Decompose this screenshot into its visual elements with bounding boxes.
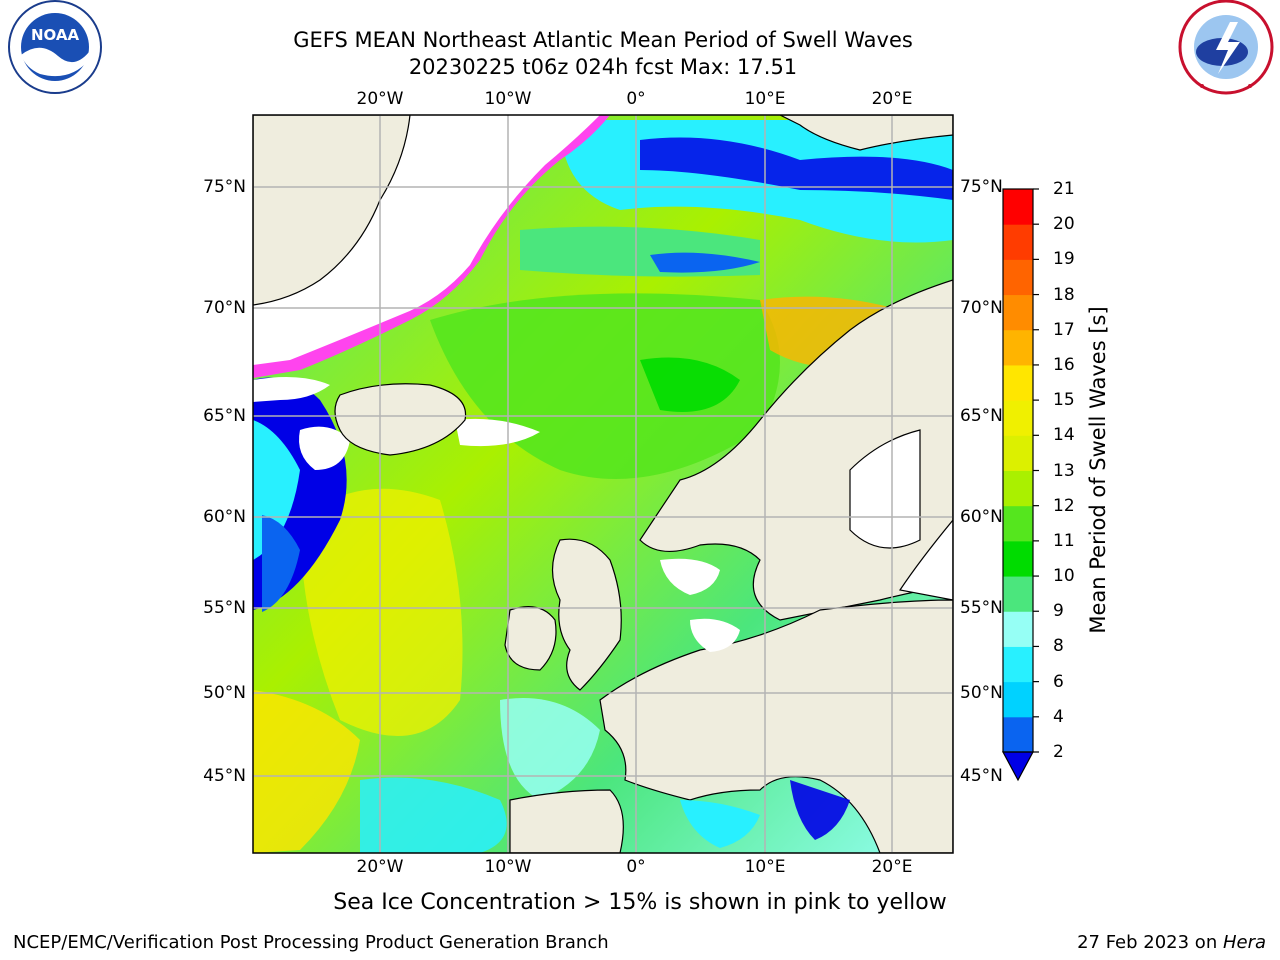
graticule [253, 115, 953, 853]
colorbar-tick-label: 12 [1053, 495, 1075, 516]
iberia-land [509, 789, 624, 853]
map-panel [253, 115, 953, 853]
colorbar-segment [1003, 576, 1033, 612]
colorbar-tick-label: 11 [1053, 530, 1075, 551]
colorbar-tick-label: 4 [1053, 706, 1064, 727]
footer-date: 27 Feb 2023 on Hera [1077, 932, 1266, 953]
colorbar-segment [1003, 189, 1033, 225]
colorbar [1001, 188, 1039, 782]
lat-label-left: 65°N [203, 406, 246, 426]
noaa-logo: NOAA [8, 0, 102, 94]
colorbar-segment [1003, 716, 1033, 753]
colorbar-tick-label: 6 [1053, 671, 1064, 692]
colorbar-segment [1003, 294, 1033, 331]
colorbar-tick-label: 2 [1053, 742, 1064, 762]
colorbar-tick-label: 19 [1053, 249, 1075, 270]
colorbar-tick-label: 16 [1053, 354, 1075, 375]
chart-subtitle: 20230225 t06z 024h fcst Max: 17.51 [408, 55, 798, 79]
lon-label-top: 0° [626, 89, 646, 109]
colorbar-tick-label: 9 [1053, 601, 1064, 622]
lat-label-right: 55°N [960, 598, 1003, 618]
lon-label-top: 20°E [871, 89, 913, 109]
colorbar-tick-label: 13 [1053, 460, 1075, 481]
lon-label-bottom: 0° [626, 857, 646, 877]
svalbard-land [779, 115, 953, 151]
nws-logo [1178, 0, 1274, 95]
colorbar-tick-label: 8 [1053, 636, 1064, 657]
colorbar-tick-label: 17 [1053, 319, 1075, 340]
colorbar-segment [1003, 435, 1033, 471]
noaa-text: NOAA [31, 26, 80, 44]
lat-label-right: 75°N [960, 177, 1003, 197]
colorbar-segment [1003, 681, 1033, 718]
lat-label-left: 50°N [203, 683, 246, 703]
lat-label-right: 70°N [960, 298, 1003, 318]
colorbar-segment [1003, 224, 1033, 260]
colorbar-segment [1003, 364, 1033, 401]
lon-label-bottom: 20°W [356, 857, 404, 877]
colorbar-under-arrow [1001, 751, 1035, 782]
colorbar-segment [1003, 259, 1033, 296]
footer-host: Hera [1222, 932, 1266, 953]
colorbar-tick-label: 21 [1053, 179, 1075, 199]
lon-label-bottom: 20°E [871, 857, 913, 877]
footer-branch: NCEP/EMC/Verification Post Processing Pr… [13, 932, 609, 953]
colorbar-tick-label: 10 [1053, 566, 1075, 587]
lat-label-right: 60°N [960, 507, 1003, 527]
colorbar-segment [1003, 540, 1033, 577]
colorbar-tick-label: 18 [1053, 284, 1075, 305]
lon-label-top: 10°W [484, 89, 532, 109]
lat-label-right: 50°N [960, 683, 1003, 703]
colorbar-segment [1003, 505, 1033, 542]
footer-date-text: 27 Feb 2023 on [1077, 932, 1223, 953]
lon-label-top: 10°E [744, 89, 786, 109]
colorbar-segment [1003, 646, 1033, 683]
lat-label-left: 70°N [203, 298, 246, 318]
chart-title: GEFS MEAN Northeast Atlantic Mean Period… [293, 28, 913, 52]
lat-label-left: 55°N [203, 598, 246, 618]
ireland-land [504, 606, 557, 671]
colorbar-segment [1003, 400, 1033, 436]
lon-label-bottom: 10°E [744, 857, 786, 877]
lon-label-top: 20°W [356, 89, 404, 109]
colorbar-segment [1003, 470, 1033, 507]
map-frame [252, 114, 954, 854]
great-britain-land [551, 538, 622, 691]
sea-ice-caption: Sea Ice Concentration > 15% is shown in … [333, 890, 947, 915]
lat-label-left: 60°N [203, 507, 246, 527]
colorbar-segment [1003, 611, 1033, 647]
lat-label-left: 45°N [203, 766, 246, 786]
colorbar-tick-label: 15 [1053, 390, 1075, 411]
iceland-land [334, 383, 467, 456]
colorbar-label: Mean Period of Swell Waves [s] [1086, 306, 1110, 634]
greenland-land [253, 115, 411, 306]
colorbar-segment [1003, 329, 1033, 366]
colorbar-tick-label: 20 [1053, 214, 1075, 235]
colorbar-tick-label: 14 [1053, 425, 1075, 446]
lat-label-right: 45°N [960, 766, 1003, 786]
lat-label-right: 65°N [960, 406, 1003, 426]
lat-label-left: 75°N [203, 177, 246, 197]
colorbar-frame [1002, 188, 1034, 753]
lon-label-bottom: 10°W [484, 857, 532, 877]
